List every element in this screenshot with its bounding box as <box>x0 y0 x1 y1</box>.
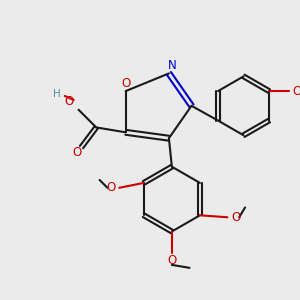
Text: H: H <box>53 89 61 99</box>
Text: O: O <box>121 77 130 90</box>
Text: O: O <box>167 254 176 268</box>
Text: N: N <box>167 59 176 72</box>
Text: O: O <box>232 211 241 224</box>
Text: O: O <box>107 181 116 194</box>
Text: O: O <box>64 95 74 108</box>
Text: O: O <box>72 146 81 159</box>
Text: O: O <box>292 85 300 98</box>
